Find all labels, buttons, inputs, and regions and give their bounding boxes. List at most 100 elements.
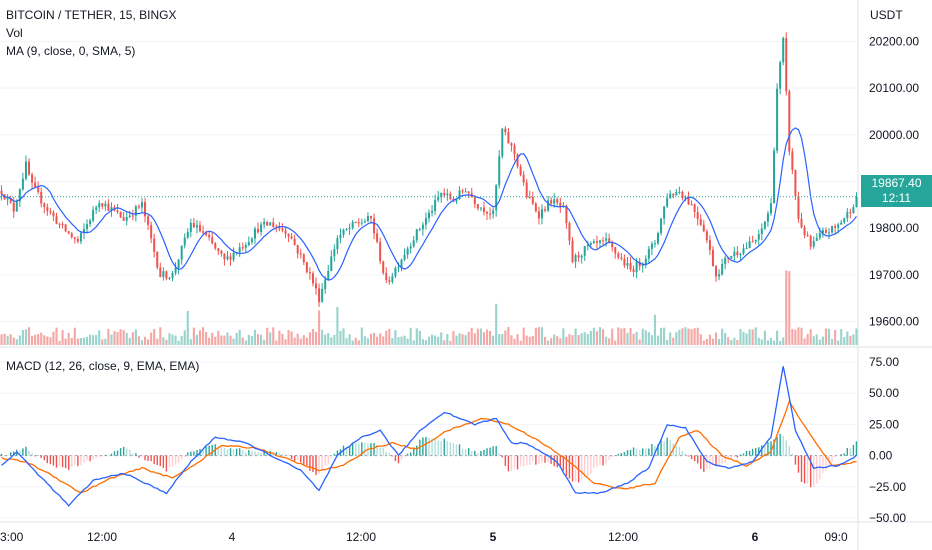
volume-bar [15,339,18,345]
candle-body [174,267,177,274]
candle-body [162,271,165,277]
macd-histogram-bar [37,455,39,456]
candle-body [223,253,226,260]
volume-bar [650,335,653,345]
volume-bar [357,340,360,345]
volume-bar [785,270,788,345]
volume-bar [6,336,9,345]
macd-histogram-bar [767,442,769,456]
macd-histogram-bar [687,455,690,457]
candle-body [379,241,382,262]
macd-histogram-bar [358,443,360,456]
candle-body [311,273,314,284]
macd-histogram-bar [666,437,668,456]
volume-bar [171,334,174,345]
volume-bar [186,310,189,345]
macd-histogram-bar [638,449,641,456]
candle-body [198,225,202,232]
candle-body [455,199,458,202]
volume-bar [348,334,351,345]
candle-body [766,213,769,222]
candle-body [257,228,260,233]
macd-histogram-bar [309,455,311,471]
macd-histogram-bar [550,455,552,464]
volume-bar [803,338,806,345]
macd-histogram-bar [724,455,726,463]
macd-histogram-bar [422,437,424,456]
candle-body [757,234,760,240]
volume-legend[interactable]: Vol [6,26,23,40]
candle-body [382,261,385,273]
candle [269,221,272,226]
candle [202,225,205,236]
price-tick-label: 19600.00 [869,315,919,329]
candle-body [6,197,9,200]
volume-bar [98,330,101,345]
candle [495,184,498,217]
candle [824,227,827,235]
volume-bar [403,335,406,345]
candle [693,203,696,218]
candle-body [98,203,101,208]
candle-body [739,253,742,256]
candle-body [605,238,608,241]
candle [531,191,534,206]
volume-bar [238,329,241,345]
candle [232,247,235,262]
candle-body [827,232,831,234]
candle [519,164,522,177]
candle-body [186,231,189,238]
macd-histogram-bar [232,449,235,456]
volume-bar [464,335,467,345]
volume-bar [85,336,89,345]
candle-body [443,192,446,196]
volume-bar [846,331,849,345]
candlesticks[interactable] [0,32,858,307]
volume-bar [583,332,586,345]
macd-histogram-bar [40,455,42,458]
volume-bar [507,327,510,345]
candle [183,233,186,249]
macd-histogram-bar [538,455,540,464]
volume-bar [446,334,449,345]
volume-bar [443,340,446,345]
candle-body [418,229,421,231]
symbol-title[interactable]: BITCOIN / TETHER, 15, BINGX [6,8,177,22]
volume-bar [742,331,745,345]
candle-body [708,240,711,250]
candle-body [684,197,687,199]
ma-legend[interactable]: MA (9, close, 0, SMA, 5) [6,44,136,58]
candle-body [406,248,409,255]
volume-bar [556,336,559,345]
candle-body [840,222,843,225]
candle-body [140,202,143,208]
macd-legend[interactable]: MACD (12, 26, close, 9, EMA, EMA) [6,359,200,373]
volume-bar [147,339,150,345]
volume-bar [440,332,443,345]
macd-histogram-bar [608,455,610,460]
macd-histogram-bar [388,452,391,456]
macd-histogram-bar [498,453,500,456]
candle-body [366,216,369,222]
volume-bar [369,333,373,345]
macd-histogram-bar [190,451,192,456]
volume-bar [830,339,834,345]
volume-bar [769,337,773,345]
macd-histogram-bar [144,455,146,461]
macd-axis[interactable]: 75.00 50.00 25.00 0.00 −25.00 −50.00 [869,355,906,525]
candle-body [67,231,70,234]
candle [489,207,492,220]
candle-body [815,237,818,241]
candle [702,220,705,233]
candle [162,267,165,281]
time-axis[interactable]: 3:00 12:00 4 12:00 5 12:00 6 09:0 [0,530,848,544]
macd-histogram-bar [464,449,467,456]
candle [623,254,626,268]
candle [64,223,67,233]
candle-body [831,226,834,233]
volume-bar [821,336,824,345]
candle [147,214,150,230]
candle [424,212,427,230]
candle [247,236,250,247]
